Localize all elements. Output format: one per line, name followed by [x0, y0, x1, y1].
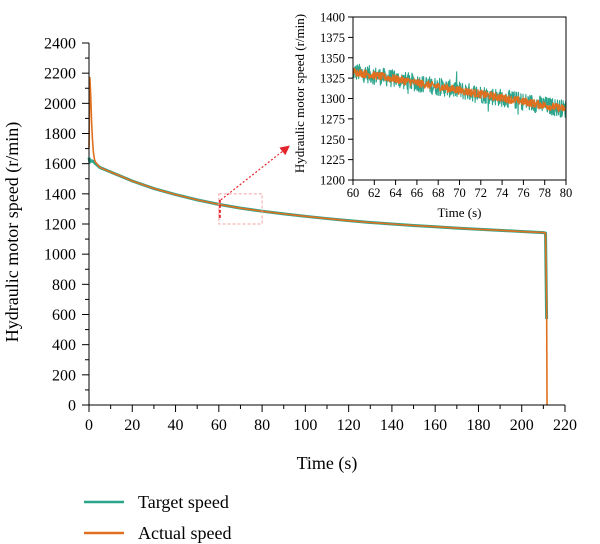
x-tick-label: 100: [293, 417, 317, 434]
y-tick-label: 1000: [44, 247, 76, 264]
y-tick-label: 400: [52, 337, 76, 354]
y-tick-label: 800: [52, 277, 76, 294]
x-tick-label: 140: [380, 417, 404, 434]
inset-x-tick-label: 66: [411, 186, 424, 200]
legend-label-target: Target speed: [138, 492, 229, 512]
y-tick-label: 1800: [44, 126, 76, 143]
y-tick-label: 2200: [44, 66, 76, 83]
x-tick-label: 20: [124, 417, 140, 434]
y-tick-label: 1600: [44, 156, 76, 173]
legend: Target speed Actual speed: [84, 492, 231, 543]
y-tick-label: 0: [68, 398, 76, 415]
inset-x-tick-label: 74: [496, 186, 509, 200]
x-tick-label: 160: [423, 417, 447, 434]
inset-x-axis-label: Time (s): [438, 205, 482, 220]
main-chart: 0 20 40 60 80 100 120 140 160 180 200 2200200400600…: [2, 36, 577, 475]
x-tick-label: 120: [337, 417, 361, 434]
x-tick-label: 60: [211, 417, 227, 434]
inset-x-tick-label: 72: [475, 186, 488, 200]
inset-y-axis-label: Hydraulic motor speed (r/min): [292, 14, 307, 173]
x-tick-label: 80: [254, 417, 270, 434]
y-tick-label: 2400: [44, 36, 76, 53]
inset-series-group: [352, 63, 567, 118]
inset-y-tick-label: 1300: [320, 92, 345, 106]
x-tick-label: 220: [553, 417, 577, 434]
inset-x-tick-label: 60: [347, 186, 360, 200]
inset-y-tick-label: 1200: [320, 174, 345, 188]
inset-x-tick-label: 70: [453, 186, 466, 200]
inset-x-tick-label: 68: [432, 186, 445, 200]
inset-x-tick-label: 78: [538, 186, 551, 200]
inset-background: [353, 17, 566, 180]
inset-y-tick-label: 1325: [320, 72, 345, 86]
y-tick-label: 600: [52, 307, 76, 324]
y-tick-label: 1200: [44, 217, 76, 234]
inset-y-tick-label: 1350: [320, 51, 345, 65]
inset-x-tick-label: 64: [389, 186, 402, 200]
main-axes: 0 20 40 60 80 100 120 140 160 180 200 2200200400600…: [44, 36, 577, 435]
y-tick-label: 2000: [44, 96, 76, 113]
x-tick-label: 0: [85, 417, 93, 434]
zoom-highlight-box: [218, 193, 263, 225]
y-axis-label: Hydraulic motor speed (r/min): [2, 122, 23, 342]
x-tick-label: 40: [168, 417, 184, 434]
y-tick-label: 200: [52, 367, 76, 384]
main-series-group: [87, 76, 549, 406]
inset-y-tick-label: 1250: [320, 133, 345, 147]
inset-x-tick-label: 76: [517, 186, 530, 200]
zoom-arrow: [220, 145, 290, 201]
inset-y-tick-label: 1275: [320, 112, 345, 126]
inset-y-tick-label: 1400: [320, 11, 345, 25]
inset-x-tick-label: 62: [368, 186, 381, 200]
inset-series-line-actual: [352, 67, 567, 113]
inset-x-tick-label: 80: [560, 186, 573, 200]
inset-y-tick-label: 1375: [320, 31, 345, 45]
x-tick-label: 200: [510, 417, 534, 434]
legend-label-actual: Actual speed: [138, 523, 231, 543]
series-line-actual: [88, 76, 548, 406]
inset-axes: 60 62 64 66 68 70 72 74 76 78 80 1200 1225 1250 1275 13…: [320, 11, 572, 201]
inset-y-tick-label: 1225: [320, 153, 345, 167]
x-tick-label: 180: [466, 417, 490, 434]
x-axis-label: Time (s): [297, 453, 358, 474]
series-line-target: [87, 157, 549, 320]
y-tick-label: 1400: [44, 186, 76, 203]
inset-chart: 60 62 64 66 68 70 72 74 76 78 80 1200 1225 1250 1275 13…: [292, 11, 572, 221]
